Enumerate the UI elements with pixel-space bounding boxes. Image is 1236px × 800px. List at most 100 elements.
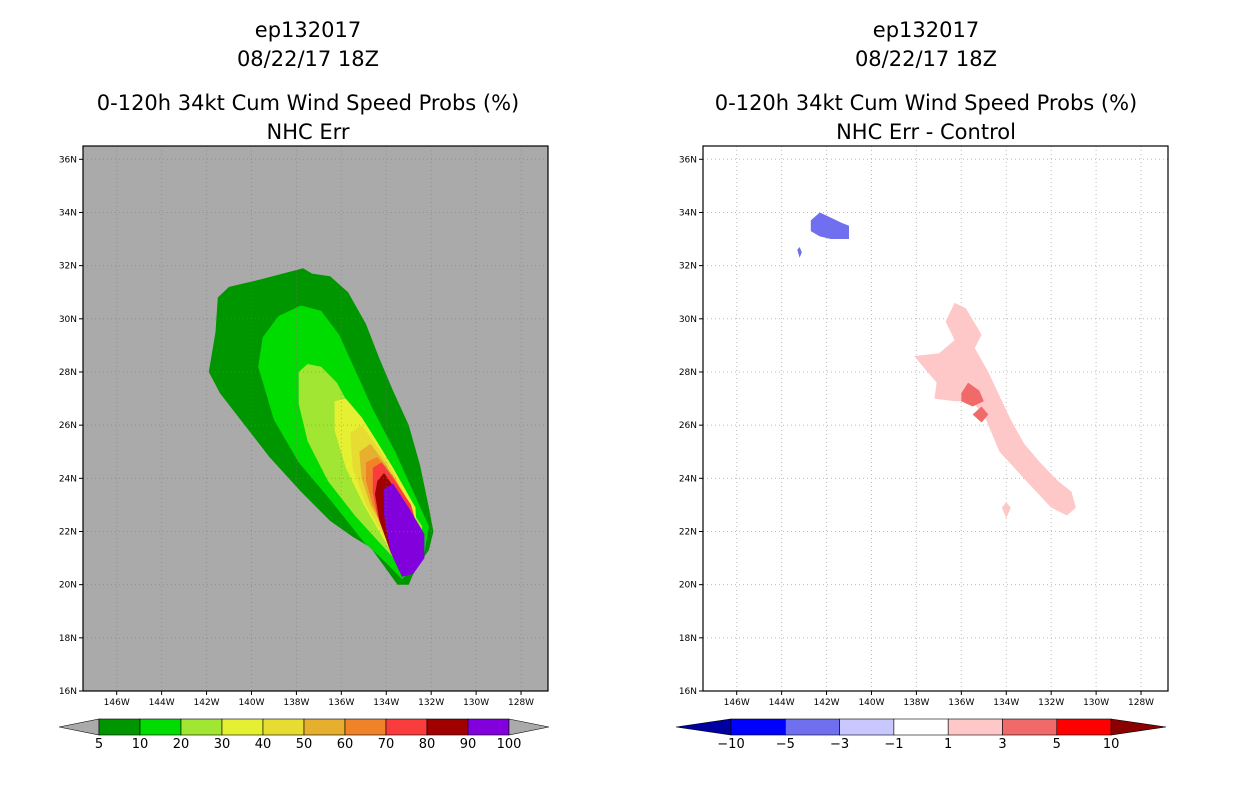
colorbar-label: 50 bbox=[296, 737, 313, 752]
contour-level-1 bbox=[914, 302, 1076, 516]
colorbar-label: −1 bbox=[884, 737, 903, 752]
colorbar-label: 80 bbox=[419, 737, 436, 752]
colorbar-swatch bbox=[344, 718, 387, 736]
y-tick-label: 26N bbox=[59, 421, 77, 431]
colorbar-under-triangle bbox=[675, 718, 732, 736]
x-tick-label: 138W bbox=[283, 698, 309, 708]
colorbar-label: −3 bbox=[830, 737, 849, 752]
colorbar-label: 10 bbox=[1103, 737, 1120, 752]
x-tick-label: 134W bbox=[993, 698, 1019, 708]
y-tick-label: 28N bbox=[679, 368, 697, 378]
right-axis-ticks: 146W 144W 142W 140W 138W 136W 134W 132W 130W 128W… bbox=[679, 155, 1154, 708]
colorbar-swatch bbox=[467, 718, 510, 736]
left-colorbar: 5 10 20 30 40 50 60 70 80 90 100 bbox=[58, 718, 550, 752]
x-tick-label: 132W bbox=[1038, 698, 1064, 708]
left-title-product: 0-120h 34kt Cum Wind Speed Probs (%) bbox=[96, 91, 520, 115]
colorbar-swatch bbox=[180, 718, 223, 736]
right-title-datetime: 08/22/17 18Z bbox=[854, 47, 998, 71]
colorbar-label: 1 bbox=[944, 737, 952, 752]
colorbar-swatch bbox=[385, 718, 428, 736]
colorbar-label: 60 bbox=[337, 737, 354, 752]
x-tick-label: 130W bbox=[1083, 698, 1109, 708]
y-tick-label: 20N bbox=[679, 581, 697, 591]
colorbar-label: 40 bbox=[255, 737, 272, 752]
x-tick-label: 136W bbox=[328, 698, 354, 708]
x-tick-label: 142W bbox=[194, 698, 220, 708]
right-title-storm-id: ep132017 bbox=[872, 18, 980, 42]
x-tick-label: 142W bbox=[814, 698, 840, 708]
y-tick-label: 22N bbox=[679, 527, 697, 537]
right-map-background bbox=[703, 146, 1168, 691]
colorbar-label: 10 bbox=[132, 737, 149, 752]
y-tick-label: 34N bbox=[679, 208, 697, 218]
contour-level-90 bbox=[384, 483, 425, 577]
left-axis-ticks: 146W 144W 142W 140W 138W 136W 134W 132W 130W 128W… bbox=[59, 155, 534, 708]
colorbar-label: 90 bbox=[460, 737, 477, 752]
y-tick-label: 18N bbox=[679, 634, 697, 644]
y-tick-label: 30N bbox=[59, 315, 77, 325]
colorbar-label: 30 bbox=[214, 737, 231, 752]
colorbar-swatch bbox=[426, 718, 469, 736]
y-tick-label: 20N bbox=[59, 581, 77, 591]
left-title-datetime: 08/22/17 18Z bbox=[236, 47, 380, 71]
right-contour-layer bbox=[797, 212, 1076, 519]
x-tick-label: 140W bbox=[858, 698, 884, 708]
colorbar-swatch bbox=[947, 718, 1003, 736]
y-tick-label: 32N bbox=[679, 262, 697, 272]
x-tick-label: 128W bbox=[508, 698, 534, 708]
right-title-product: 0-120h 34kt Cum Wind Speed Probs (%) bbox=[714, 91, 1138, 115]
colorbar-label: 20 bbox=[173, 737, 190, 752]
x-tick-label: 138W bbox=[903, 698, 929, 708]
right-title-subtitle: NHC Err - Control bbox=[836, 120, 1016, 144]
colorbar-label: 70 bbox=[378, 737, 395, 752]
colorbar-swatch bbox=[139, 718, 182, 736]
colorbar-swatch bbox=[1056, 718, 1112, 736]
contour-level-neg3 bbox=[797, 247, 802, 258]
colorbar-label: 5 bbox=[1053, 737, 1061, 752]
y-tick-label: 32N bbox=[59, 262, 77, 272]
colorbar-label: 5 bbox=[95, 737, 103, 752]
y-tick-label: 30N bbox=[679, 315, 697, 325]
y-tick-label: 16N bbox=[59, 687, 77, 697]
x-tick-label: 130W bbox=[463, 698, 489, 708]
x-tick-label: 144W bbox=[769, 698, 795, 708]
colorbar-under-triangle bbox=[58, 718, 100, 736]
y-tick-label: 22N bbox=[59, 527, 77, 537]
y-tick-label: 36N bbox=[679, 155, 697, 165]
colorbar-swatch bbox=[730, 718, 786, 736]
colorbar-over-triangle bbox=[508, 718, 550, 736]
y-tick-label: 24N bbox=[679, 474, 697, 484]
colorbar-label: −5 bbox=[776, 737, 795, 752]
colorbar-swatch bbox=[839, 718, 895, 736]
colorbar-swatch bbox=[785, 718, 840, 736]
right-map-frame bbox=[702, 145, 1169, 692]
colorbar-label: −10 bbox=[717, 737, 744, 752]
x-tick-label: 146W bbox=[724, 698, 750, 708]
contour-level-1 bbox=[1001, 502, 1011, 519]
x-tick-label: 140W bbox=[238, 698, 264, 708]
colorbar-swatch bbox=[262, 718, 305, 736]
y-tick-label: 24N bbox=[59, 474, 77, 484]
left-title-subtitle: NHC Err bbox=[266, 120, 350, 144]
left-title-storm-id: ep132017 bbox=[254, 18, 362, 42]
colorbar-over-triangle bbox=[1110, 718, 1167, 736]
x-tick-label: 146W bbox=[104, 698, 130, 708]
y-tick-label: 18N bbox=[59, 634, 77, 644]
x-tick-label: 136W bbox=[948, 698, 974, 708]
contour-level-3 bbox=[961, 382, 984, 407]
contour-level-neg3 bbox=[810, 212, 849, 239]
colorbar-label: 100 bbox=[497, 737, 522, 752]
y-tick-label: 28N bbox=[59, 368, 77, 378]
y-tick-label: 26N bbox=[679, 421, 697, 431]
left-map-frame bbox=[82, 145, 549, 692]
colorbar-swatch bbox=[303, 718, 346, 736]
x-tick-label: 134W bbox=[373, 698, 399, 708]
colorbar-swatch bbox=[98, 718, 141, 736]
y-tick-label: 36N bbox=[59, 155, 77, 165]
contour-level-3 bbox=[972, 406, 989, 423]
colorbar-swatch bbox=[221, 718, 264, 736]
colorbar-swatch bbox=[893, 718, 949, 736]
colorbar-label: 3 bbox=[998, 737, 1006, 752]
